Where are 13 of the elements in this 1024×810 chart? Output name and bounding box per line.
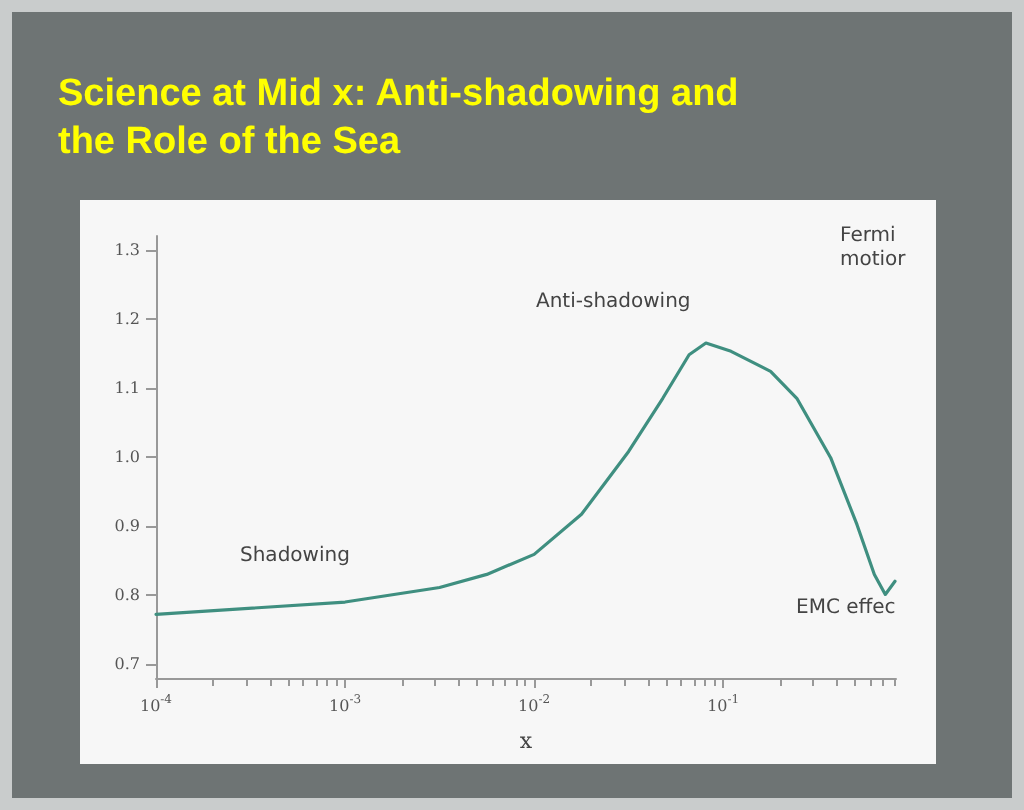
y-tick-label: 0.9: [114, 517, 140, 536]
annotation: Shadowing: [240, 545, 350, 567]
y-tick-label: 0.7: [114, 655, 140, 674]
annotation: EMC effec: [796, 597, 896, 619]
y-tick-label: 1.0: [114, 448, 140, 466]
y-tick-label: 1.2: [114, 309, 140, 328]
y-tick-label: 1.1: [114, 378, 140, 397]
annotation: Anti-shadowing: [536, 291, 691, 313]
y-tick-label: 0.8: [114, 586, 140, 605]
x-axis-title: x: [519, 728, 534, 754]
chart-title: Science at Mid x: Anti-shadowing and the Role of the Sea: [58, 73, 750, 163]
annotation: Fermi motior: [840, 225, 908, 271]
y-tick-label: 1.3: [114, 240, 140, 259]
